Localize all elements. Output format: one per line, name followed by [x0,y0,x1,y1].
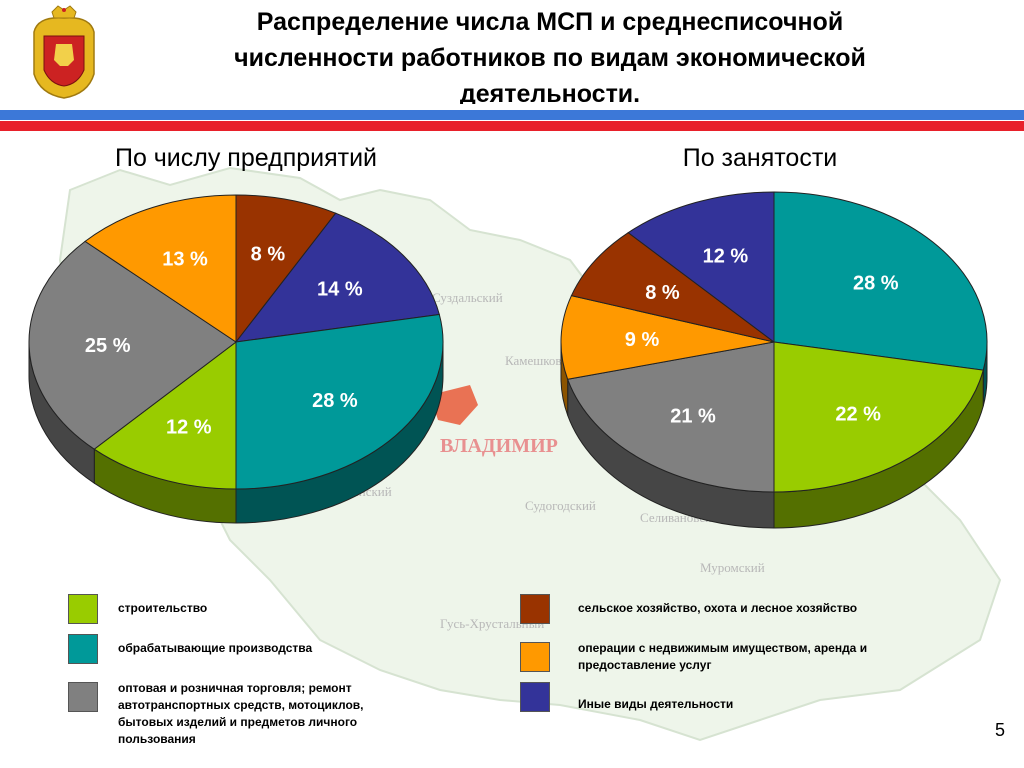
pie-data-label: 12 % [166,417,212,439]
pie-slice-оптовая-и-розничная-торговля-р [567,341,775,493]
pie-slice-сельское-хозяйство-охота-и-лес [570,232,775,343]
pie-slice-обрабатывающие-производства [235,313,444,490]
pie-slice-сельское-хозяйство-охота-и-лес [235,194,337,344]
map-district-label: Судогодский [525,498,596,513]
legend-label-real-estate: операции с недвижимым имуществом, аренда… [578,641,868,672]
pie-data-label: 28 % [853,273,899,295]
legend-swatch-agriculture [520,594,550,624]
pie-data-label: 8 % [645,282,680,304]
pie-data-label: 21 % [670,405,716,427]
legend-label-manufacturing: обрабатывающие производства [118,641,313,655]
region-map-city-area [430,385,478,425]
pie-data-label: 12 % [703,246,749,268]
legend-swatch-construction [68,594,98,624]
legend-label-construction: строительство [118,601,208,615]
chart-title-employment: По занятости [682,144,838,172]
pie-slice-обрабатывающие-производства [773,191,988,371]
page-title: Распределение числа МСП и среднесписочно… [234,8,866,108]
map-city-label: ВЛАДИМИР [440,435,558,457]
pie-slice-строительство [773,341,984,493]
pie-data-label: 28 % [312,390,358,412]
legend-swatch-real-estate [520,642,550,672]
pie-slice-строительство [93,340,237,490]
pie-data-label: 9 % [625,329,660,351]
pie-slice-иные-виды-деятельности [627,191,775,343]
pie-chart-employment: 28 % 22 % 21 % 9 % 8 % 12 % [560,191,988,529]
chart-title-enterprises: По числу предприятий [114,144,378,172]
legend-label-other: Иные виды деятельности [578,697,734,711]
title-stripe-white [0,104,1024,110]
pie-data-label: 8 % [251,244,286,266]
legend-swatch-other [520,682,550,712]
map-district-label: Суздальский [432,290,503,305]
pie-data-label: 25 % [85,335,131,357]
legend-label-agriculture: сельское хозяйство, охота и лесное хозяй… [578,601,858,615]
legend-swatch-trade [68,682,98,712]
pie-slice-оптовая-и-розничная-торговля-р [28,240,237,450]
legend-label-trade: оптовая и розничная торговля; ремонт авт… [118,681,364,746]
legend-swatch-manufacturing [68,634,98,664]
pie-slice-операции-с-недвижимым-имуществ [84,194,237,343]
map-district-label: Муромский [700,560,765,575]
map-district-label: Гусь-Хрустальный [440,616,544,631]
pie-data-label: 13 % [162,248,208,270]
title-stripe-red [0,121,1024,131]
coat-of-arms-emblem [33,5,95,99]
pie-data-label: 14 % [317,278,363,300]
pie-slice-иные-виды-деятельности [234,212,440,343]
pie-data-label: 22 % [835,404,881,426]
title-stripe-blue [0,110,1024,120]
pie-chart-enterprises: 8 % 14 % 28 % 12 % 25 % 13 % [28,194,444,524]
page-number: 5 [995,720,1006,740]
pie-slice-операции-с-недвижимым-имуществ [560,295,775,380]
